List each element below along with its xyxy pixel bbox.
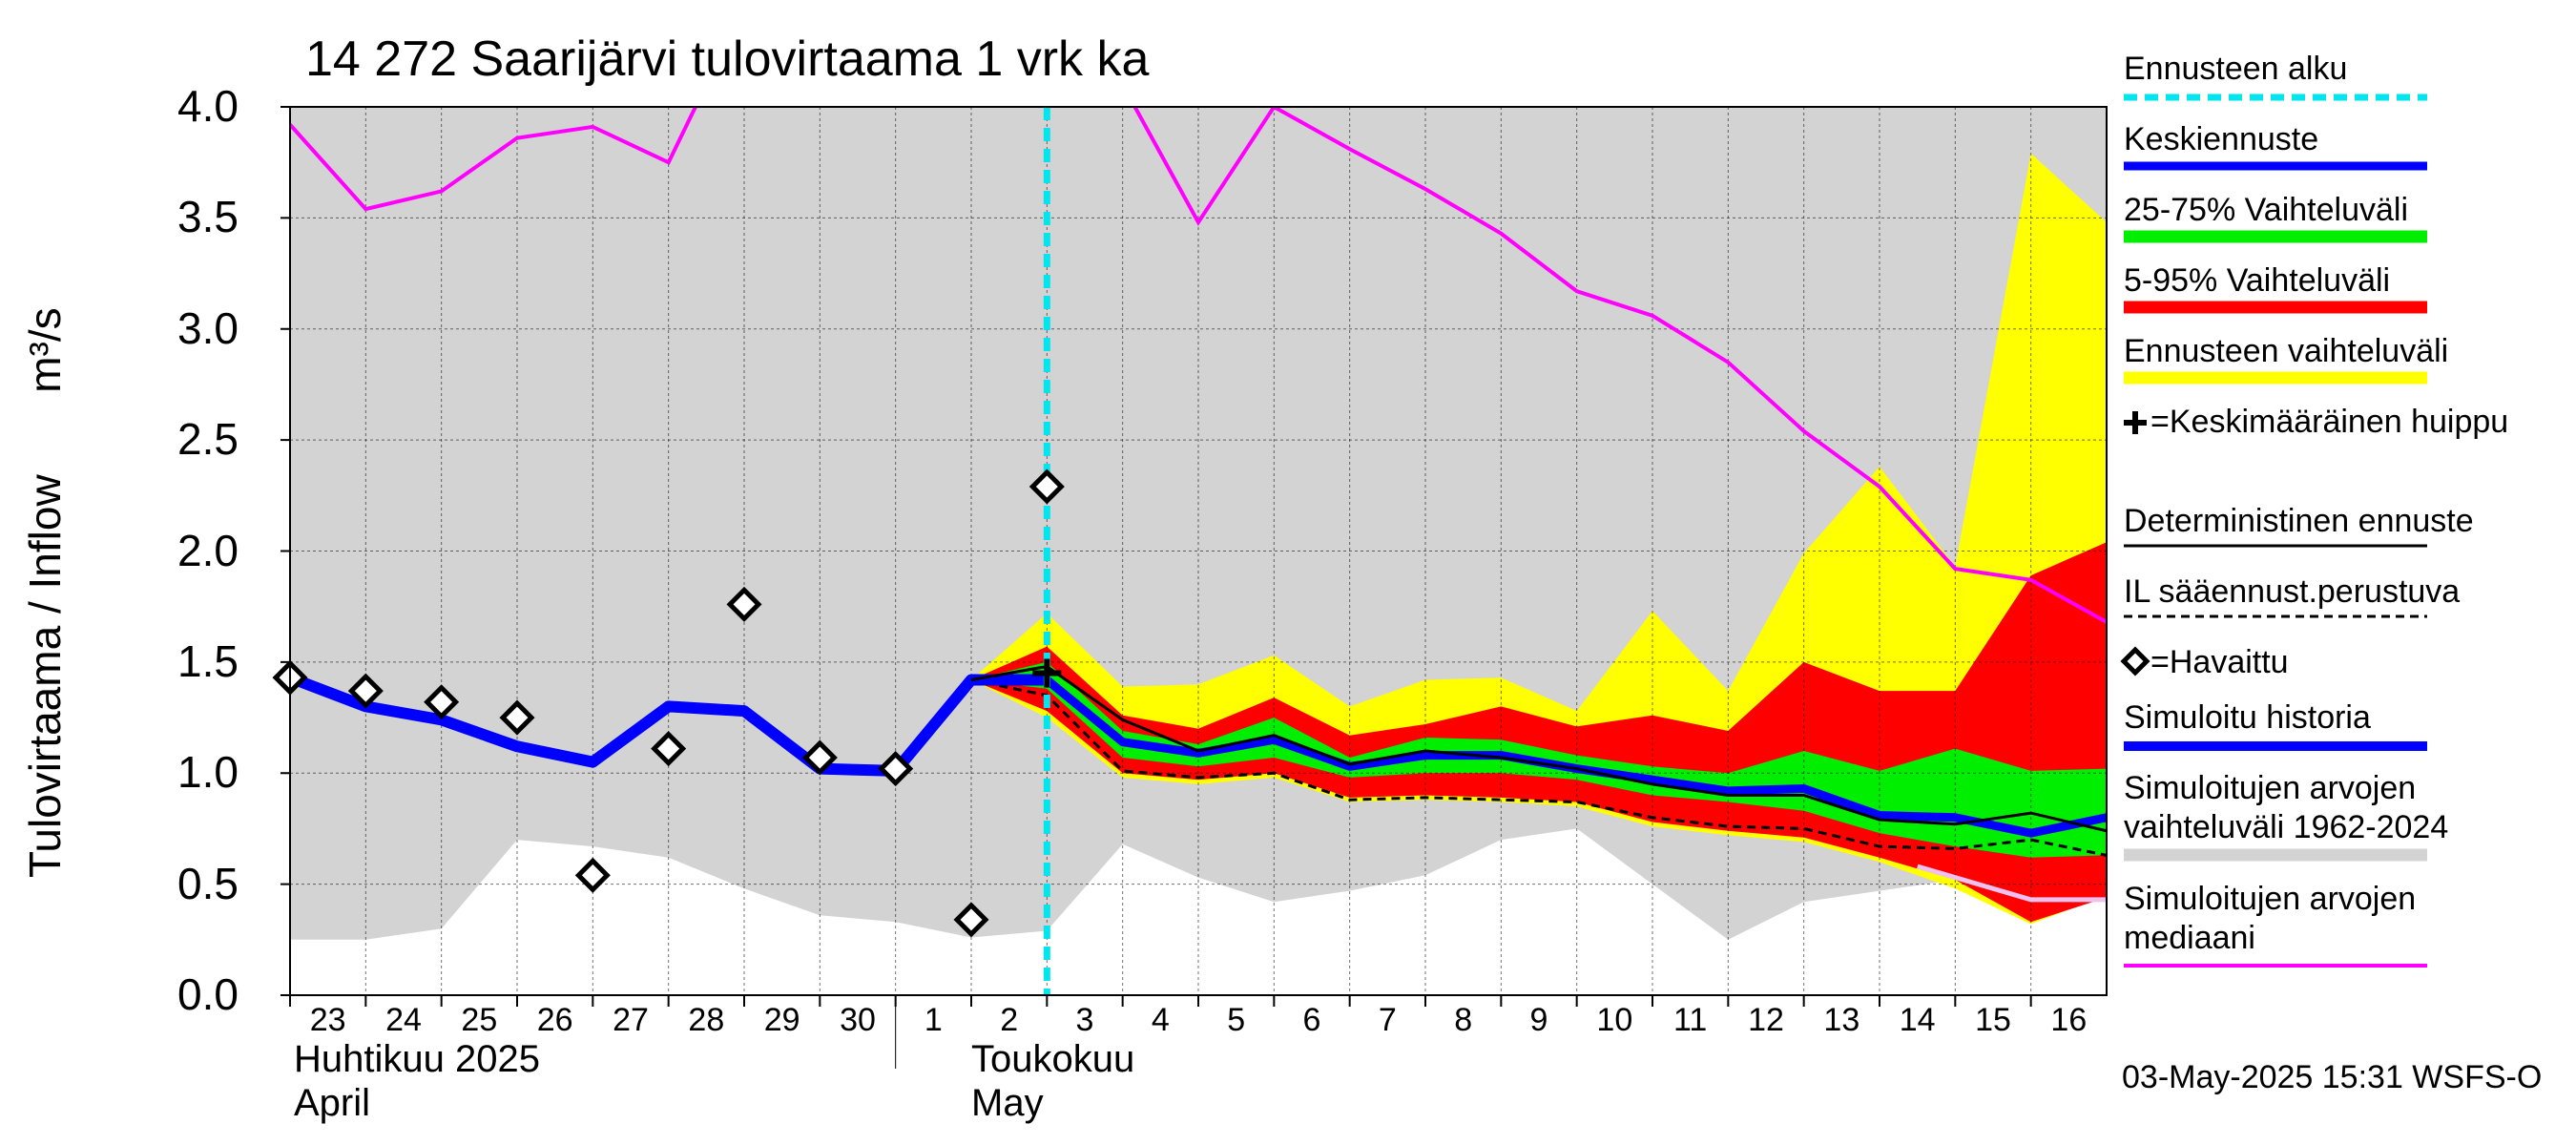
x-tick-label: 23 (309, 1002, 346, 1038)
band-p5-95 (971, 542, 2107, 923)
line-deterministic (970, 664, 2107, 833)
footer-timestamp: 03-May-2025 15:31 WSFS-O (2122, 1059, 2543, 1095)
legend-sim-history: Simuloitu historia (2124, 699, 2371, 736)
month-label-april-en: April (294, 1082, 371, 1124)
legend-swatch-observed (2120, 646, 2150, 677)
x-tick-label: 11 (1673, 1002, 1708, 1038)
x-tick-label: 15 (1975, 1002, 2011, 1038)
y-tick-label: 3.0 (177, 302, 239, 353)
observed-point (801, 739, 838, 776)
x-tick-label: 27 (613, 1002, 649, 1038)
legend-deterministic: Deterministinen ennuste (2124, 503, 2474, 539)
x-tick-label: 12 (1748, 1002, 1784, 1038)
legend-sim-median-2: mediaani (2124, 920, 2255, 956)
x-tick-label: 29 (763, 1002, 800, 1038)
x-tick-label: 8 (1454, 1002, 1473, 1038)
line-sim-median-low (1916, 864, 2107, 903)
y-axis-label: Tulovirtaama / Inflow m³/s (19, 307, 71, 878)
y-tick-label: 1.5 (177, 635, 239, 686)
x-tick-label: 14 (1899, 1002, 1936, 1038)
observed-point (499, 699, 535, 736)
line-sim-median (290, 107, 2107, 624)
y-tick-label: 2.5 (177, 414, 239, 465)
x-tick-label: 2 (1000, 1002, 1019, 1038)
y-tick-label: 4.0 (177, 81, 239, 131)
x-tick-label: 16 (2050, 1002, 2088, 1038)
month-label-may-fi: Toukokuu (971, 1038, 1135, 1080)
chart-title: 14 272 Saarijärvi tulovirtaama 1 vrk ka (305, 31, 1150, 87)
x-tick-label: 3 (1075, 1002, 1094, 1038)
legend-forecast-start: Ennusteen alku (2124, 51, 2348, 87)
legend-mean-peak: =Keskimääräinen huippu (2150, 404, 2509, 440)
observed-point (347, 673, 384, 709)
x-tick-label: 9 (1529, 1002, 1548, 1038)
x-tick-label: 30 (840, 1002, 876, 1038)
observed-point (1028, 468, 1065, 505)
legend-sim-range-1: Simuloitujen arvojen (2124, 770, 2417, 806)
y-axis-unit: m³/s (20, 307, 70, 393)
legend-mean-forecast: Keskiennuste (2124, 121, 2319, 157)
x-tick-label: 28 (688, 1002, 725, 1038)
observed-point (651, 731, 687, 767)
month-label-may-en: May (971, 1082, 1044, 1124)
x-tick-label: 5 (1227, 1002, 1246, 1038)
x-tick-label: 26 (536, 1002, 573, 1038)
month-label-april-fi: Huhtikuu 2025 (294, 1038, 540, 1080)
line-simulated-history (290, 672, 1048, 777)
y-tick-label: 3.5 (177, 192, 239, 242)
observed-point (424, 684, 460, 720)
y-tick-label: 0.5 (177, 858, 239, 908)
x-tick-label: 24 (385, 1002, 422, 1038)
x-tick-label: 7 (1378, 1002, 1397, 1038)
y-tick-label: 2.0 (177, 525, 239, 575)
legend-sim-range-2: vaihteluväli 1962-2024 (2124, 809, 2449, 845)
legend-sim-median-1: Simuloitujen arvojen (2124, 881, 2417, 917)
observed-point (574, 857, 611, 893)
x-tick-label: 25 (461, 1002, 498, 1038)
legend-il-forecast: IL sääennust.perustuva (2124, 573, 2461, 610)
legend-p25-75: 25-75% Vaihteluväli (2124, 192, 2408, 228)
legend-swatch-mean-peak (2124, 411, 2147, 434)
x-tick-label: 13 (1823, 1002, 1860, 1038)
x-tick-label: 10 (1596, 1002, 1633, 1038)
y-axis-label-text: Tulovirtaama / Inflow (20, 474, 70, 878)
line-il-forecast (970, 678, 2107, 857)
mean-peak-marker (1032, 658, 1062, 688)
x-tick-label: 4 (1151, 1002, 1170, 1038)
observed-point (878, 751, 914, 787)
legend-p5-95: 5-95% Vaihteluväli (2124, 262, 2391, 299)
observed-point (953, 902, 989, 938)
legend-observed: =Havaittu (2150, 644, 2289, 680)
observed-point (726, 586, 762, 622)
y-tick-label: 1.0 (177, 747, 239, 798)
legend-ensemble-range: Ennusteen vaihteluväli (2124, 333, 2449, 369)
x-tick-label: 1 (924, 1002, 943, 1038)
x-tick-label: 6 (1302, 1002, 1321, 1038)
y-tick-label: 0.0 (177, 969, 239, 1019)
